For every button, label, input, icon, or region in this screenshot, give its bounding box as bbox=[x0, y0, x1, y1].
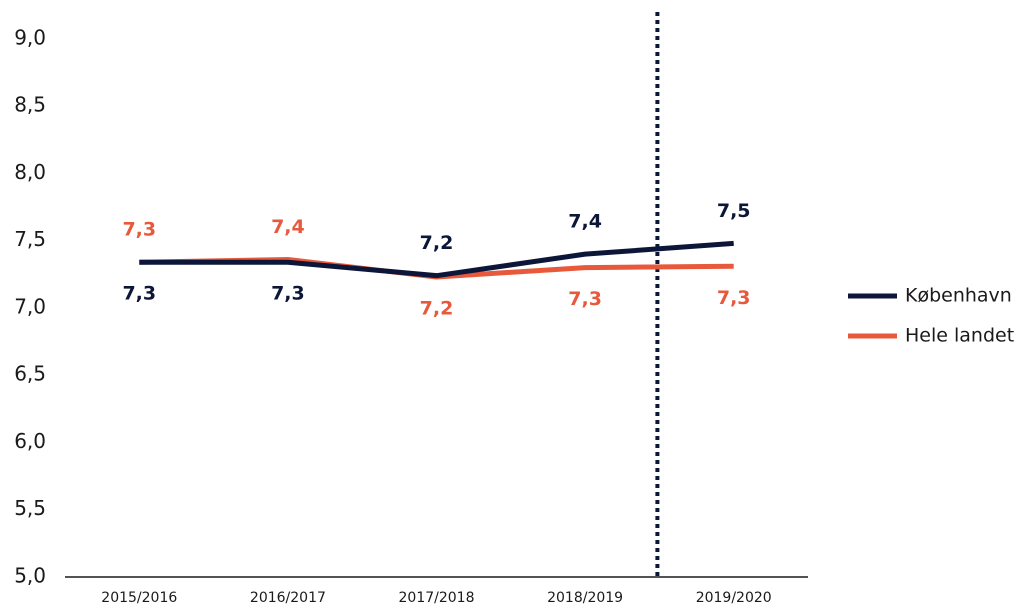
x-tick-label: 2019/2020 bbox=[696, 590, 772, 606]
y-tick-label: 6,0 bbox=[14, 429, 46, 453]
x-tick-label: 2016/2017 bbox=[250, 590, 326, 606]
data-label: 7,3 bbox=[568, 288, 602, 310]
data-label: 7,3 bbox=[717, 287, 751, 309]
data-label: 7,3 bbox=[122, 219, 156, 241]
y-tick-label: 7,5 bbox=[14, 227, 46, 251]
data-label: 7,4 bbox=[271, 216, 305, 238]
y-tick-label: 7,0 bbox=[14, 294, 46, 318]
data-label: 7,2 bbox=[420, 298, 454, 320]
y-tick-label: 5,0 bbox=[14, 564, 46, 588]
data-label: 7,2 bbox=[420, 232, 454, 254]
data-label: 7,4 bbox=[568, 211, 602, 233]
y-tick-label: 6,5 bbox=[14, 362, 46, 386]
data-label: 7,3 bbox=[271, 283, 305, 305]
y-tick-label: 9,0 bbox=[14, 25, 46, 49]
legend-label: København bbox=[905, 285, 1012, 307]
x-tick-label: 2017/2018 bbox=[399, 590, 475, 606]
data-label: 7,3 bbox=[122, 283, 156, 305]
legend-label: Hele landet bbox=[905, 325, 1014, 347]
data-label: 7,5 bbox=[717, 200, 751, 222]
y-tick-label: 8,5 bbox=[14, 93, 46, 117]
x-tick-label: 2018/2019 bbox=[547, 590, 623, 606]
y-tick-label: 8,0 bbox=[14, 160, 46, 184]
x-tick-label: 2015/2016 bbox=[101, 590, 177, 606]
y-tick-label: 5,5 bbox=[14, 496, 46, 520]
series-line bbox=[139, 240, 734, 279]
